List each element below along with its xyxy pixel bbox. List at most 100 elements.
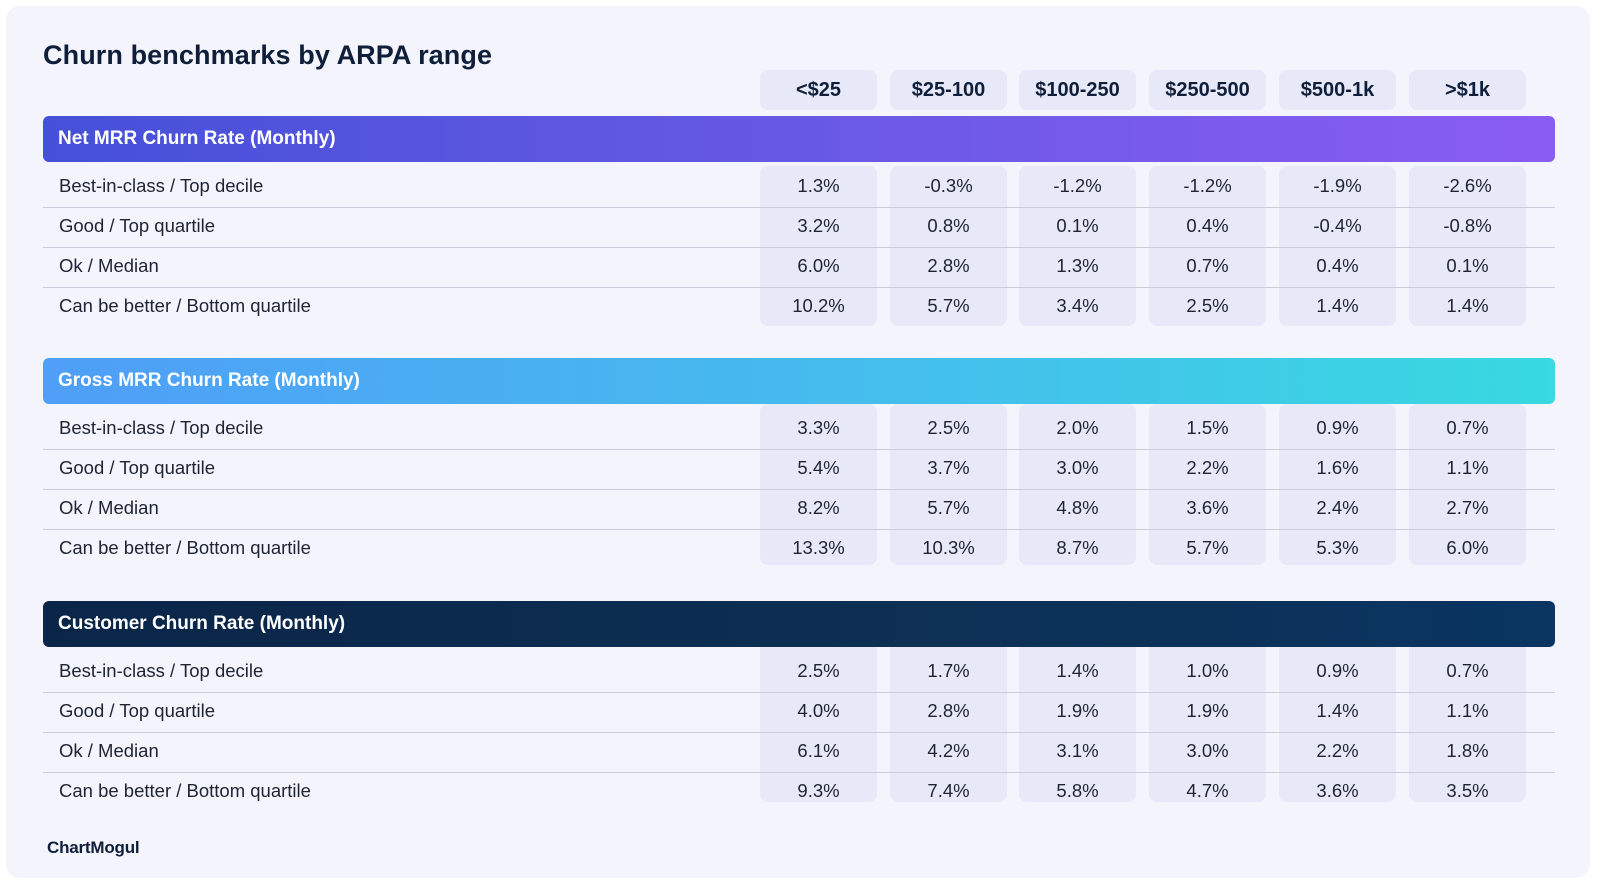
table-row: Good / Top quartile 3.2% 0.8% 0.1% 0.4% -0.4%…	[43, 206, 1555, 248]
column-background	[1149, 166, 1266, 326]
column-background	[1019, 641, 1136, 802]
value-cell: 0.7%	[1446, 660, 1489, 681]
value-cell: 1.6%	[1316, 457, 1359, 478]
value-cell: 1.7%	[927, 660, 970, 681]
column-header: $500-1k	[1279, 70, 1396, 110]
value-cell: 0.7%	[1446, 417, 1489, 438]
section-header-gross-mrr-churn: Gross MRR Churn Rate (Monthly)	[43, 358, 1555, 404]
value-cell: 2.8%	[927, 255, 970, 276]
column-header: >$1k	[1409, 70, 1526, 110]
section-title: Customer Churn Rate (Monthly)	[58, 613, 346, 634]
column-background	[1279, 641, 1396, 802]
value-cell: 7.4%	[927, 780, 970, 801]
value-cell: 0.1%	[1056, 215, 1099, 236]
column-background	[1019, 166, 1136, 326]
value-cell: 6.0%	[797, 255, 840, 276]
row-label: Can be better / Bottom quartile	[59, 537, 311, 558]
table-row: Good / Top quartile 5.4% 3.7% 3.0% 2.2% 1.6% 1…	[43, 448, 1555, 490]
value-cell: 5.3%	[1316, 537, 1359, 558]
table-row: Best-in-class / Top decile 2.5% 1.7% 1.4% 1.…	[43, 651, 1555, 693]
value-cell: 2.8%	[927, 700, 970, 721]
table-row: Can be better / Bottom quartile 10.2% 5.7%…	[43, 286, 1555, 327]
table-row: Can be better / Bottom quartile 13.3% 10.3…	[43, 528, 1555, 569]
row-label: Ok / Median	[59, 740, 159, 761]
column-background	[760, 166, 877, 326]
column-header: $100-250	[1019, 70, 1136, 110]
column-background	[1279, 404, 1396, 565]
column-background	[1149, 404, 1266, 565]
value-cell: 2.2%	[1316, 740, 1359, 761]
row-label: Best-in-class / Top decile	[59, 660, 264, 681]
value-cell: 1.4%	[1316, 700, 1359, 721]
column-background	[1409, 641, 1526, 802]
value-cell: -0.8%	[1443, 215, 1492, 236]
value-cell: 0.9%	[1316, 660, 1359, 681]
value-cell: 1.9%	[1056, 700, 1099, 721]
column-background	[760, 641, 877, 802]
value-cell: 0.4%	[1186, 215, 1229, 236]
column-header: <$25	[760, 70, 877, 110]
value-cell: 1.4%	[1316, 295, 1359, 316]
value-cell: 3.0%	[1186, 740, 1229, 761]
row-label: Ok / Median	[59, 497, 159, 518]
section-header-customer-churn: Customer Churn Rate (Monthly)	[43, 601, 1555, 647]
value-cell: 3.6%	[1186, 497, 1229, 518]
value-cell: 5.4%	[797, 457, 840, 478]
column-background	[1409, 166, 1526, 326]
value-cell: 4.2%	[927, 740, 970, 761]
row-label: Ok / Median	[59, 255, 159, 276]
value-cell: 3.7%	[927, 457, 970, 478]
row-label: Good / Top quartile	[59, 700, 215, 721]
value-cell: 0.8%	[927, 215, 970, 236]
column-background	[890, 404, 1007, 565]
row-label: Best-in-class / Top decile	[59, 417, 264, 438]
value-cell: 10.3%	[922, 537, 975, 558]
value-cell: 1.3%	[1056, 255, 1099, 276]
value-cell: 4.7%	[1186, 780, 1229, 801]
value-cell: 13.3%	[792, 537, 845, 558]
value-cell: -2.6%	[1443, 175, 1492, 196]
value-cell: 1.4%	[1056, 660, 1099, 681]
column-background	[1409, 404, 1526, 565]
value-cell: 2.2%	[1186, 457, 1229, 478]
value-cell: 0.7%	[1186, 255, 1229, 276]
value-cell: 5.7%	[927, 497, 970, 518]
value-cell: 0.4%	[1316, 255, 1359, 276]
value-cell: 2.5%	[1186, 295, 1229, 316]
chartmogul-logo: ChartMogul	[47, 838, 140, 857]
column-background	[890, 166, 1007, 326]
value-cell: 0.1%	[1446, 255, 1489, 276]
column-header: $250-500	[1149, 70, 1266, 110]
column-header: $25-100	[890, 70, 1007, 110]
value-cell: 10.2%	[792, 295, 845, 316]
value-cell: 1.9%	[1186, 700, 1229, 721]
value-cell: 1.4%	[1446, 295, 1489, 316]
value-cell: -1.2%	[1053, 175, 1102, 196]
value-cell: 2.5%	[927, 417, 970, 438]
table-row: Ok / Median 8.2% 5.7% 4.8% 3.6% 2.4% 2.7%	[43, 488, 1555, 530]
value-cell: 3.3%	[797, 417, 840, 438]
table-row: Good / Top quartile 4.0% 2.8% 1.9% 1.9% 1.4% 1…	[43, 691, 1555, 733]
page-title: Churn benchmarks by ARPA range	[43, 40, 493, 70]
section-title: Net MRR Churn Rate (Monthly)	[58, 128, 336, 149]
value-cell: 1.5%	[1186, 417, 1229, 438]
value-cell: 5.7%	[927, 295, 970, 316]
value-cell: 3.4%	[1056, 295, 1099, 316]
row-label: Best-in-class / Top decile	[59, 175, 264, 196]
value-cell: 2.0%	[1056, 417, 1099, 438]
value-cell: 2.7%	[1446, 497, 1489, 518]
value-cell: -1.2%	[1183, 175, 1232, 196]
table-row: Ok / Median 6.1% 4.2% 3.1% 3.0% 2.2% 1.8%	[43, 731, 1555, 773]
column-background	[890, 641, 1007, 802]
column-background	[1149, 641, 1266, 802]
value-cell: 9.3%	[797, 780, 840, 801]
value-cell: 1.0%	[1186, 660, 1229, 681]
value-cell: 4.0%	[797, 700, 840, 721]
value-cell: 3.5%	[1446, 780, 1489, 801]
value-cell: 4.8%	[1056, 497, 1099, 518]
value-cell: 1.3%	[797, 175, 840, 196]
value-cell: 6.1%	[797, 740, 840, 761]
table-row: Best-in-class / Top decile 1.3% -0.3% -1.2%…	[43, 166, 1555, 208]
value-cell: 2.4%	[1316, 497, 1359, 518]
value-cell: 0.9%	[1316, 417, 1359, 438]
